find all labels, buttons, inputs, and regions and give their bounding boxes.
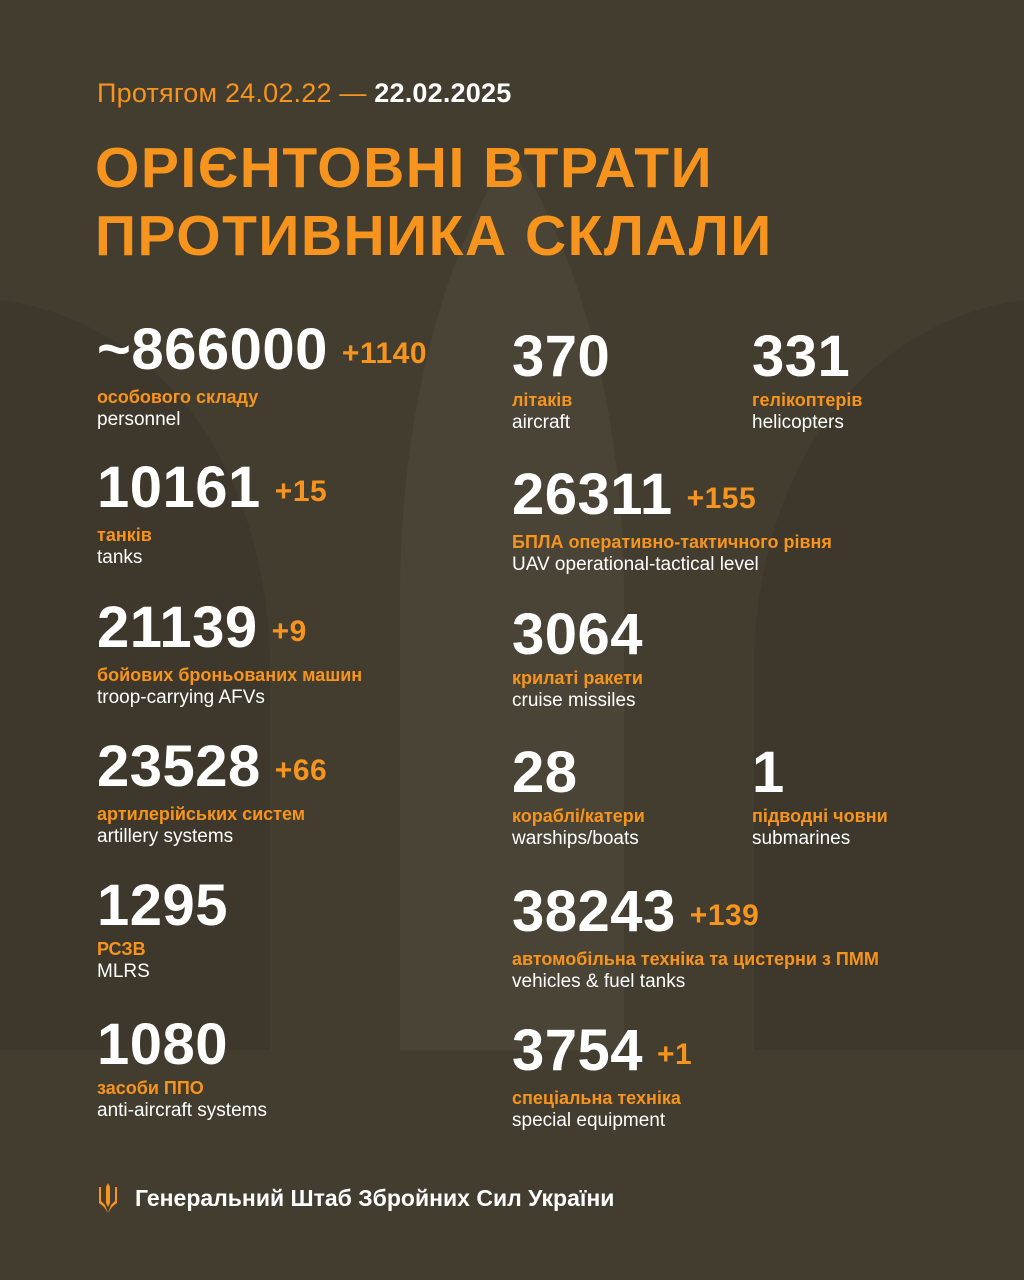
stat-special-equipment: 3754 +1 спеціальна техніка special equipmen…	[512, 1018, 693, 1132]
stat-anti-aircraft: 1080 засоби ППО anti-aircraft systems	[97, 1012, 267, 1122]
stat-warships: 28 кораблі/катери warships/boats	[512, 740, 645, 850]
stat-vehicles: 38243 +139 автомобільна техніка та цистерн…	[512, 879, 879, 993]
stat-afv: 21139 +9 бойових броньованих машин troop-ca…	[97, 595, 363, 709]
stat-personnel: ~866000 +1140 особового складу personnel	[97, 317, 428, 431]
footer-text: Генеральний Штаб Збройних Сил України	[135, 1184, 615, 1211]
stat-tanks: 10161 +15 танків tanks	[97, 455, 328, 569]
stat-helicopters: 331 гелікоптерів helicopters	[752, 324, 863, 434]
stat-aircraft: 370 літаків aircraft	[512, 324, 611, 434]
period-subtitle: Протягом 24.02.22 — 22.02.2025	[97, 78, 512, 108]
page-title: ОРІЄНТОВНІ ВТРАТИ ПРОТИВНИКА СКЛАЛИ	[95, 136, 773, 268]
stat-mlrs: 1295 РСЗВ MLRS	[97, 873, 229, 983]
stat-submarines: 1 підводні човни submarines	[752, 740, 888, 850]
trident-icon	[99, 1183, 117, 1213]
stat-cruise-missiles: 3064 крилаті ракети cruise missiles	[512, 602, 644, 712]
stat-uav: 26311 +155 БПЛА оперативно-тактичного рівн…	[512, 462, 832, 576]
stat-artillery: 23528 +66 артилерійських систем artillery s…	[97, 734, 328, 848]
footer: Генеральний Штаб Збройних Сил України	[97, 1183, 614, 1213]
